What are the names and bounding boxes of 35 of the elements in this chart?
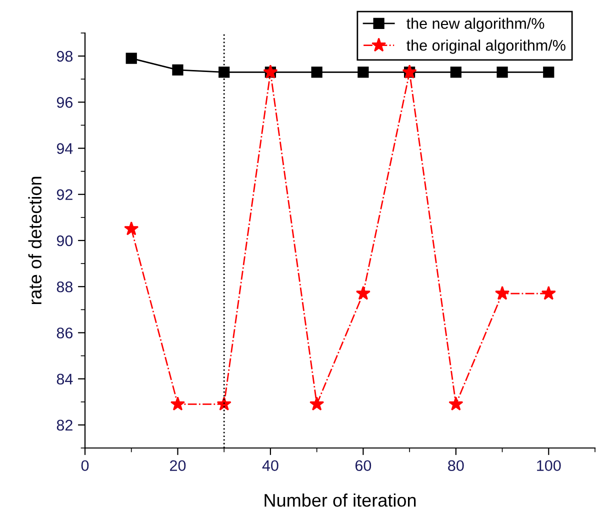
x-axis-title: Number of iteration <box>264 493 416 507</box>
y-tick-label: 98 <box>56 50 73 62</box>
x-tick-label: 20 <box>170 460 186 472</box>
point <box>543 66 554 78</box>
point <box>311 66 322 78</box>
point <box>172 64 184 76</box>
point <box>170 396 186 411</box>
y-tick-label: 90 <box>56 235 73 246</box>
point <box>358 66 369 78</box>
x-tick-label: 0 <box>81 460 89 472</box>
y-tick-label: 94 <box>56 143 73 154</box>
x-tick-label: 100 <box>537 460 561 472</box>
point <box>356 286 370 300</box>
y-tick-label: 92 <box>56 189 72 200</box>
point <box>126 52 137 64</box>
y-tick-label: 86 <box>56 328 73 338</box>
x-tick-label: 40 <box>262 460 278 472</box>
point <box>124 221 139 236</box>
legend-label: the original algorithm/% <box>406 40 566 54</box>
point <box>450 66 462 78</box>
point <box>541 286 556 300</box>
x-tick-label: 80 <box>448 460 464 472</box>
x-tick-label: 60 <box>355 460 372 472</box>
point <box>216 396 232 411</box>
point <box>448 396 464 411</box>
legend-label: the new algorithm/% <box>406 18 544 32</box>
point <box>496 66 508 78</box>
y-tick-label: 88 <box>56 281 73 292</box>
point <box>218 66 230 78</box>
y-tick-label: 84 <box>56 374 73 385</box>
y-tick-label: 82 <box>56 420 72 431</box>
point <box>494 286 510 300</box>
point <box>310 396 324 411</box>
y-axis-title: rate of detection <box>28 176 42 304</box>
y-tick-label: 96 <box>56 97 73 108</box>
